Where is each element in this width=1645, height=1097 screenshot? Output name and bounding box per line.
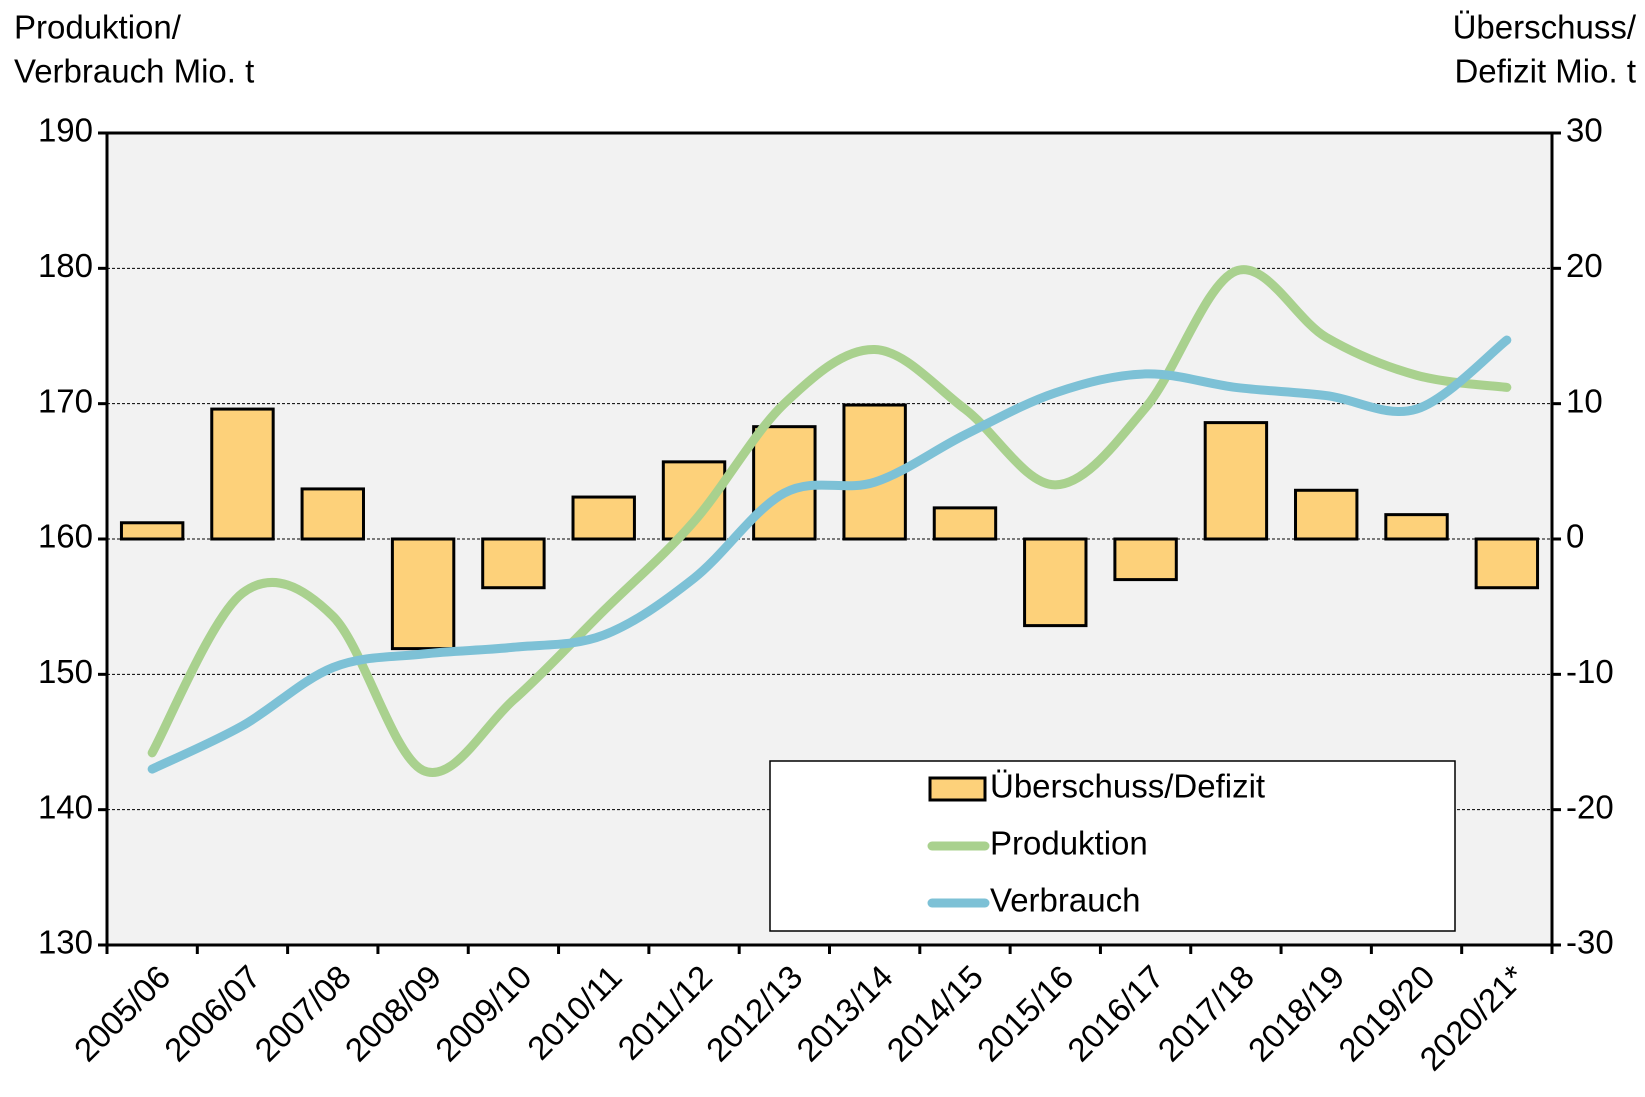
legend: Überschuss/Defizit Produktion Verbrauch xyxy=(769,760,1456,932)
legend-box xyxy=(769,760,1456,932)
x-tick-label: 2013/14 xyxy=(789,958,900,1069)
y2-tick-label: 20 xyxy=(1566,247,1603,284)
bar xyxy=(210,407,275,541)
y2-tick-label: -30 xyxy=(1566,924,1614,961)
bar xyxy=(571,495,636,541)
legend-swatch xyxy=(928,776,987,802)
y2-tick-label: -10 xyxy=(1566,653,1614,690)
x-tick-label: 2006/07 xyxy=(157,958,268,1069)
x-tick-label: 2012/13 xyxy=(699,958,810,1069)
bar xyxy=(1203,421,1269,541)
line xyxy=(147,335,1512,774)
y-tick-label: 170 xyxy=(38,382,93,419)
y2-axis-title: Defizit Mio. t xyxy=(1454,53,1636,90)
x-tick-label: 2018/19 xyxy=(1241,958,1352,1069)
y2-axis-title: Überschuss/ xyxy=(1453,9,1637,46)
y-tick-label: 160 xyxy=(38,518,93,555)
y-tick-label: 140 xyxy=(38,788,93,825)
line xyxy=(147,265,1512,777)
bar xyxy=(481,537,546,590)
y2-tick-label: 30 xyxy=(1566,112,1603,149)
x-tick-label: 2009/10 xyxy=(428,958,539,1069)
bar xyxy=(300,487,365,541)
legend-label: Produktion xyxy=(990,825,1148,862)
x-tick-label: 2017/18 xyxy=(1151,958,1262,1069)
x-tick-label: 2014/15 xyxy=(880,958,991,1069)
y2-tick-label: -20 xyxy=(1566,788,1614,825)
y-tick-label: 130 xyxy=(38,924,93,961)
x-tick-label: 2010/11 xyxy=(520,958,629,1067)
y-tick-label: 190 xyxy=(38,112,93,149)
x-tick-label: 2016/17 xyxy=(1060,958,1171,1069)
y-axis-title: Verbrauch Mio. t xyxy=(14,53,254,90)
y-tick-label: 150 xyxy=(38,653,93,690)
bar xyxy=(1384,513,1449,541)
bar xyxy=(1113,537,1178,582)
x-tick-label: 2007/08 xyxy=(247,958,358,1069)
legend-label: Überschuss/Defizit xyxy=(990,768,1265,805)
y2-tick-label: 10 xyxy=(1566,382,1603,419)
bar xyxy=(1294,488,1359,541)
bar xyxy=(119,521,185,541)
bar xyxy=(932,506,998,541)
x-tick-label: 2005/06 xyxy=(67,958,178,1069)
y-axis-title: Produktion/ xyxy=(14,9,182,46)
x-tick-label: 2011/12 xyxy=(610,958,719,1067)
x-tick-label: 2015/16 xyxy=(970,958,1081,1069)
legend-label: Verbrauch xyxy=(990,882,1140,919)
bar xyxy=(1474,537,1540,590)
bar xyxy=(1023,537,1088,628)
y-tick-label: 180 xyxy=(38,247,93,284)
x-tick-label: 2008/09 xyxy=(338,958,449,1069)
plot-frame xyxy=(105,131,1554,947)
bar xyxy=(390,537,456,651)
y2-tick-label: 0 xyxy=(1566,518,1584,555)
